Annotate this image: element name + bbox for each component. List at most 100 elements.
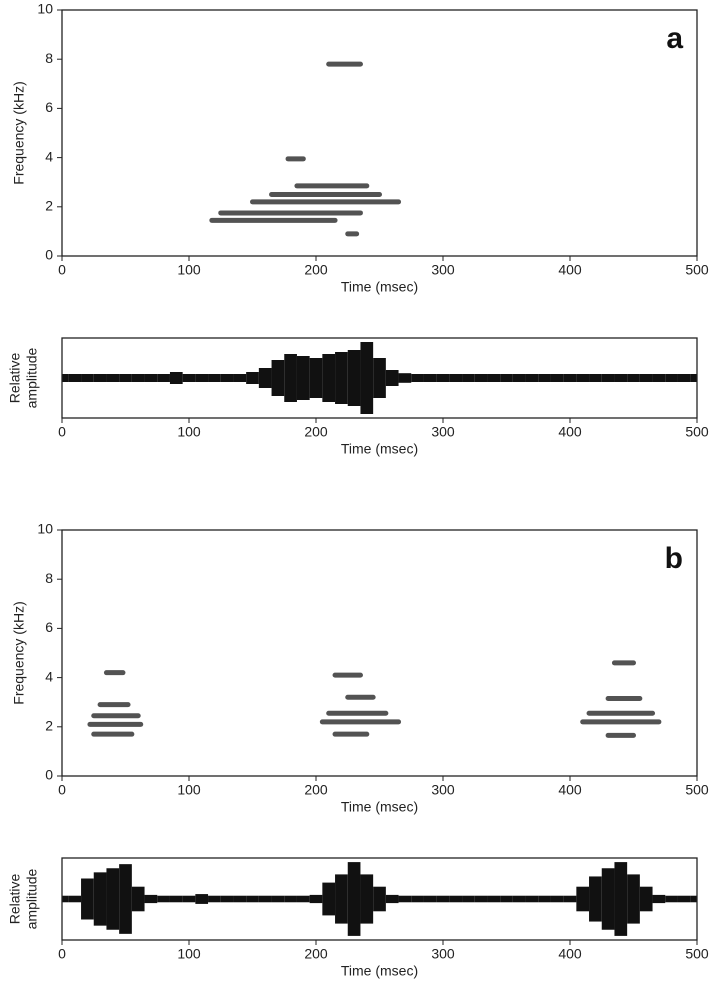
amplitude-envelope (563, 374, 577, 382)
x-tick-label: 400 (558, 424, 582, 440)
amplitude-envelope (462, 895, 475, 903)
panel-label: a (666, 22, 683, 55)
y-tick-label: 10 (37, 521, 53, 537)
y-tick-label: 6 (45, 619, 53, 635)
amplitude-envelope (68, 374, 82, 382)
amplitude-envelope (436, 374, 450, 382)
y-tick-label: 0 (45, 247, 53, 263)
y-tick-label: 10 (37, 1, 53, 17)
amplitude-envelope (220, 374, 234, 382)
amplitude-envelope (119, 374, 132, 382)
amplitude-envelope (385, 370, 399, 386)
amplitude-envelope (296, 895, 310, 903)
amplitude-envelope (322, 354, 336, 402)
amplitude-envelope (411, 895, 424, 903)
amplitude-envelope (627, 374, 640, 382)
x-axis-title: Time (msec) (341, 279, 418, 295)
amplitude-envelope (690, 374, 697, 382)
amplitude-envelope (208, 374, 221, 382)
amplitude-envelope (335, 352, 348, 404)
amplitude-envelope (563, 895, 577, 903)
amplitude-envelope (652, 374, 666, 382)
amplitude-envelope (538, 895, 551, 903)
amplitude-envelope (284, 895, 297, 903)
plot-area (87, 660, 662, 738)
x-tick-label: 300 (431, 424, 455, 440)
amplitude-envelope (525, 374, 539, 382)
plot-area (62, 342, 697, 414)
amplitude-envelope (271, 895, 285, 903)
amplitude-envelope (601, 374, 615, 382)
amplitude-envelope (512, 374, 526, 382)
axes-frame (61, 9, 698, 257)
x-tick-label: 200 (304, 946, 328, 962)
amplitude-envelope (157, 374, 170, 382)
axes-frame (61, 337, 698, 419)
amplitude-envelope (296, 356, 310, 400)
amplitude-envelope (627, 874, 640, 924)
y-tick-label: 0 (45, 767, 53, 783)
y-tick-label: 4 (45, 148, 53, 164)
amplitude-envelope (258, 895, 272, 903)
x-axis-title: Time (msec) (341, 799, 418, 815)
amplitude-envelope (677, 374, 691, 382)
x-axis-title: Time (msec) (341, 441, 418, 457)
amplitude-envelope (690, 895, 697, 903)
y-axis-title: Frequency (kHz) (11, 601, 27, 704)
amplitude-envelope (423, 895, 437, 903)
amplitude-envelope (131, 374, 145, 382)
amplitude-envelope (233, 374, 247, 382)
amplitude-envelope (487, 374, 501, 382)
amplitude-envelope (208, 895, 221, 903)
amplitude-envelope (665, 374, 678, 382)
x-tick-label: 500 (685, 424, 709, 440)
amplitude-envelope (93, 374, 107, 382)
amplitude-envelope (258, 368, 272, 388)
amplitude-envelope (589, 876, 602, 922)
amplitude-envelope (589, 374, 602, 382)
amplitude-envelope (81, 374, 94, 382)
amplitude-envelope (309, 358, 323, 398)
amplitude-envelope (68, 895, 82, 903)
amplitude-envelope (309, 894, 323, 904)
amplitude-envelope (246, 372, 259, 384)
amplitude-envelope (81, 878, 94, 920)
amplitude-envelope (500, 374, 513, 382)
amplitude-envelope (119, 864, 132, 934)
amplitude-envelope (398, 895, 412, 903)
y-axis-title: Frequency (kHz) (11, 81, 27, 184)
x-tick-label: 500 (685, 782, 709, 798)
x-tick-label: 0 (58, 782, 66, 798)
amplitude-envelope (614, 374, 628, 382)
amplitude-envelope (195, 894, 209, 904)
amplitude-envelope (360, 342, 374, 414)
x-tick-label: 0 (58, 262, 66, 278)
amplitude-envelope (665, 895, 678, 903)
amplitude-envelope (62, 374, 69, 382)
x-tick-label: 400 (558, 946, 582, 962)
x-tick-label: 100 (177, 946, 201, 962)
amplitude-envelope (639, 886, 653, 912)
amplitude-envelope (601, 868, 615, 930)
amplitude-envelope (373, 358, 386, 398)
amplitude-envelope (576, 374, 590, 382)
amplitude-envelope (449, 895, 463, 903)
amplitude-envelope (284, 354, 297, 402)
amplitude-envelope (62, 895, 69, 903)
amplitude-envelope (512, 895, 526, 903)
x-tick-label: 300 (431, 782, 455, 798)
y-tick-label: 4 (45, 668, 53, 684)
y-tick-label: 8 (45, 50, 53, 66)
x-tick-label: 100 (177, 262, 201, 278)
y-axis-title: Relative (7, 353, 23, 404)
y-axis-title: Relative (7, 874, 23, 925)
y-tick-label: 2 (45, 718, 53, 734)
amplitude-envelope (550, 895, 564, 903)
x-axis-title: Time (msec) (341, 963, 418, 979)
amplitude-envelope (639, 374, 653, 382)
amplitude-envelope (322, 882, 336, 916)
amplitude-envelope (246, 895, 259, 903)
x-tick-label: 100 (177, 424, 201, 440)
amplitude-envelope (182, 895, 196, 903)
amplitude-envelope (576, 886, 590, 912)
